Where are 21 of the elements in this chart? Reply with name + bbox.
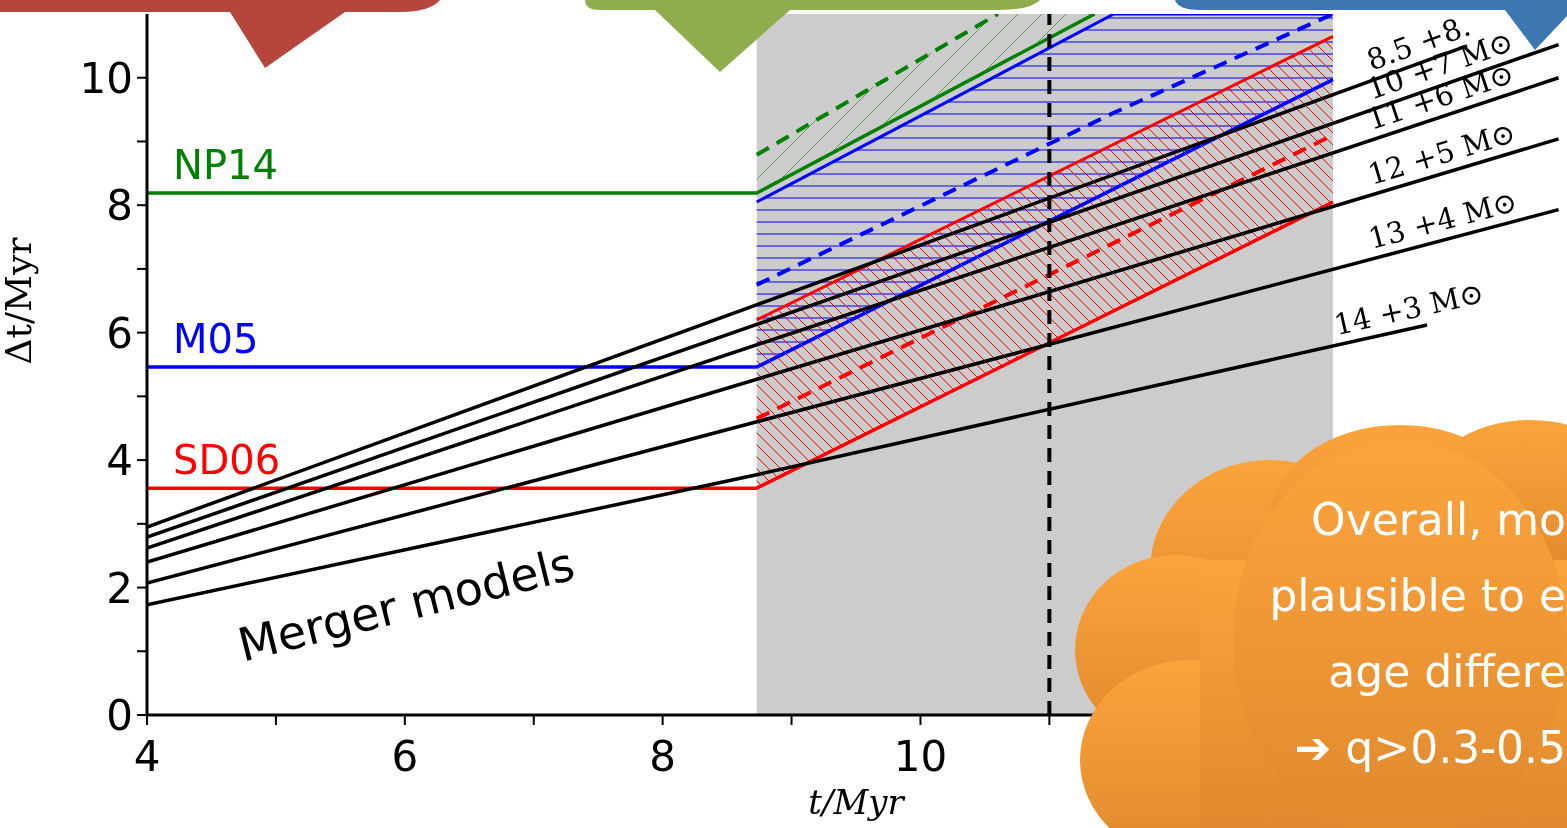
x-axis-title: t/Myr <box>808 782 906 822</box>
x-tick-label: 8 <box>649 732 676 781</box>
series-label: M05 <box>173 316 259 363</box>
y-tick-label: 8 <box>106 181 133 231</box>
text: 14 +3 M⊙ <box>1330 275 1487 342</box>
text: 13 +4 M⊙ <box>1364 184 1521 256</box>
y-tick-label: 0 <box>106 691 133 740</box>
y-tick-label: 6 <box>106 308 133 358</box>
series-label: SD06 <box>173 437 281 484</box>
y-axis-title: Δt/Myr <box>0 236 39 365</box>
y-tick-label: 4 <box>106 436 133 486</box>
x-tick-label: 10 <box>893 732 948 781</box>
text: ➔ q>0.3-0.5 <box>1294 722 1566 773</box>
y-tick-label: 2 <box>106 563 133 613</box>
series-label: NP14 <box>173 142 278 189</box>
annotation: age differe <box>1328 646 1566 697</box>
annotation: Merger models <box>232 536 580 673</box>
x-tick-label: 6 <box>391 732 419 781</box>
y-tick-label: 10 <box>79 53 133 103</box>
annotation: plausible to e <box>1269 570 1566 621</box>
annotation: Overall, mo <box>1311 494 1566 545</box>
